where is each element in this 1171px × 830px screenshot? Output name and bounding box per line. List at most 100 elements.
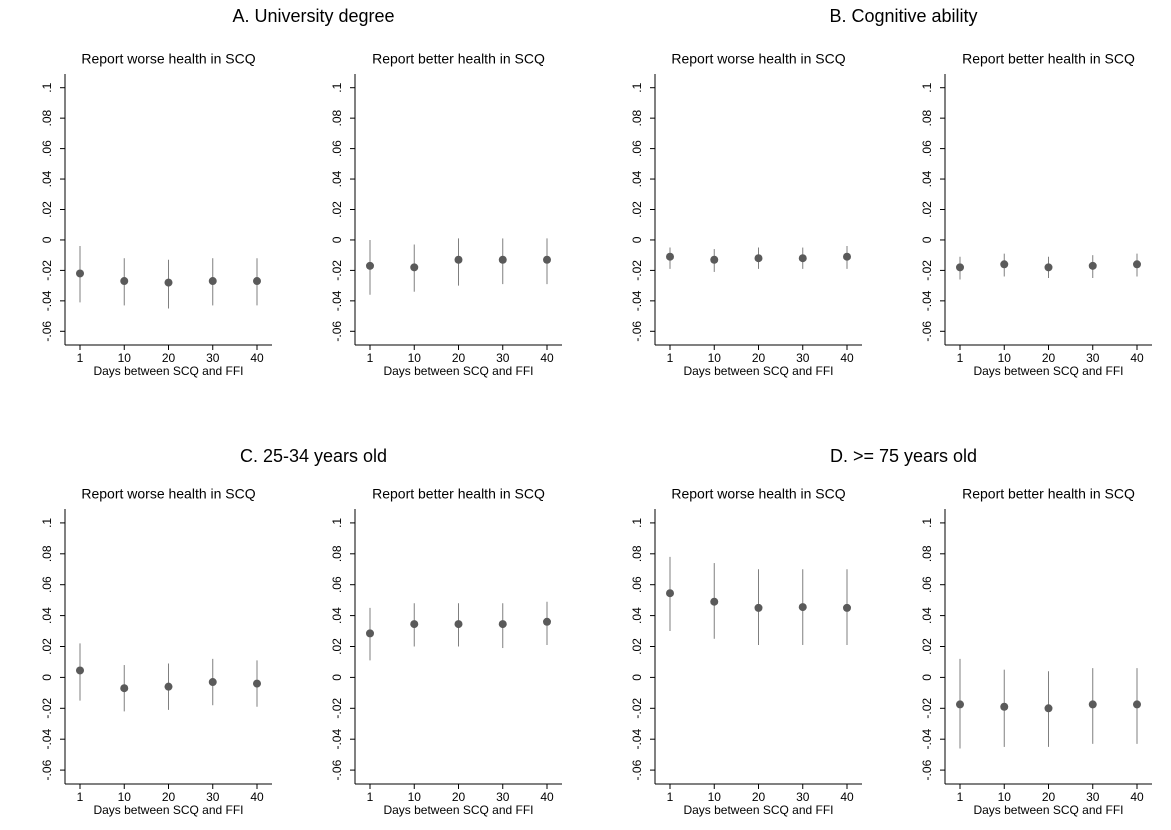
y-tick-label: -.04	[630, 729, 644, 750]
point	[956, 263, 964, 272]
x-tick-label: 20	[752, 790, 766, 804]
x-tick-label: 10	[118, 351, 132, 365]
y-tick-label: -.02	[40, 698, 54, 719]
y-tick-label: .1	[920, 82, 934, 92]
point	[366, 629, 374, 638]
y-tick-label: 0	[630, 674, 644, 681]
point	[1133, 700, 1141, 709]
y-tick-label: .08	[920, 545, 934, 562]
point	[76, 666, 84, 675]
y-tick-label: .1	[630, 518, 644, 528]
y-tick-label: .08	[630, 109, 644, 126]
point	[710, 255, 719, 264]
x-tick-label: 40	[540, 351, 554, 365]
x-tick-label: 30	[496, 351, 510, 365]
x-tick-label: 10	[998, 351, 1012, 365]
point	[1088, 261, 1097, 270]
y-tick-label: .06	[330, 576, 344, 593]
x-tick-label: 30	[1086, 790, 1100, 804]
y-tick-label: .04	[40, 607, 54, 624]
subplot-title: Report worse health in SCQ	[671, 486, 845, 502]
point	[666, 589, 674, 598]
y-tick-label: .06	[330, 140, 344, 157]
x-tick-label: 20	[162, 790, 176, 804]
y-tick-label: .04	[630, 170, 644, 187]
x-axis-label: Days between SCQ and FFI	[93, 803, 243, 817]
y-tick-label: 0	[40, 674, 54, 681]
point	[253, 679, 261, 688]
y-tick-label: .06	[920, 576, 934, 593]
y-tick-label: .1	[40, 82, 54, 92]
y-tick-label: .06	[40, 140, 54, 157]
y-tick-label: .02	[630, 201, 644, 218]
point	[956, 700, 964, 709]
point	[498, 255, 507, 264]
point	[798, 254, 807, 263]
x-tick-label: 40	[840, 351, 854, 365]
y-tick-label: -.06	[920, 321, 934, 342]
y-tick-label: .08	[920, 109, 934, 126]
x-tick-label: 10	[408, 351, 422, 365]
point	[410, 263, 419, 272]
y-tick-label: .06	[630, 576, 644, 593]
y-tick-label: -.04	[330, 729, 344, 750]
x-tick-label: 20	[452, 790, 466, 804]
y-tick-label: -.06	[330, 759, 344, 780]
x-tick-label: 40	[1130, 790, 1144, 804]
point	[1000, 260, 1009, 269]
x-tick-label: 20	[452, 351, 466, 365]
y-tick-label: .08	[630, 545, 644, 562]
point	[454, 620, 463, 629]
x-tick-label: 10	[998, 790, 1012, 804]
point	[754, 603, 763, 612]
subplot-title: Report better health in SCQ	[962, 51, 1135, 67]
y-tick-label: 0	[40, 236, 54, 243]
y-tick-label: -.04	[920, 290, 934, 311]
subplot-title: Report worse health in SCQ	[81, 51, 255, 67]
y-tick-label: .04	[630, 607, 644, 624]
point	[253, 277, 261, 286]
x-tick-label: 40	[1130, 351, 1144, 365]
x-tick-label: 30	[796, 790, 810, 804]
y-tick-label: 0	[330, 236, 344, 243]
point	[843, 603, 851, 612]
y-tick-label: .04	[330, 607, 344, 624]
y-tick-label: -.06	[630, 759, 644, 780]
point	[208, 678, 217, 687]
x-tick-label: 30	[206, 351, 220, 365]
point	[498, 620, 507, 629]
point	[366, 261, 374, 270]
y-tick-label: .08	[330, 545, 344, 562]
y-tick-label: -.02	[630, 260, 644, 281]
point	[120, 277, 129, 286]
y-tick-label: .02	[920, 201, 934, 218]
y-tick-label: -.02	[920, 698, 934, 719]
x-tick-label: 20	[752, 351, 766, 365]
x-tick-label: 1	[957, 351, 964, 365]
y-tick-label: .1	[920, 518, 934, 528]
point	[76, 269, 84, 278]
panel-title: C. 25-34 years old	[240, 446, 387, 466]
x-tick-label: 40	[250, 790, 264, 804]
y-tick-label: .08	[330, 109, 344, 126]
y-tick-label: .1	[630, 82, 644, 92]
y-tick-label: .1	[330, 82, 344, 92]
subplot-title: Report worse health in SCQ	[671, 51, 845, 67]
x-tick-label: 40	[540, 790, 554, 804]
x-tick-label: 10	[118, 790, 132, 804]
y-tick-label: -.06	[630, 321, 644, 342]
point	[164, 278, 173, 287]
y-tick-label: -.06	[920, 759, 934, 780]
y-tick-label: .06	[920, 140, 934, 157]
y-tick-label: .02	[630, 638, 644, 655]
point	[1000, 702, 1009, 711]
x-tick-label: 20	[162, 351, 176, 365]
y-tick-label: .08	[40, 109, 54, 126]
x-tick-label: 1	[367, 351, 374, 365]
point	[1133, 260, 1141, 269]
y-tick-label: -.02	[40, 260, 54, 281]
y-tick-label: .1	[330, 518, 344, 528]
y-tick-label: 0	[630, 236, 644, 243]
subplot-title: Report better health in SCQ	[372, 51, 545, 67]
